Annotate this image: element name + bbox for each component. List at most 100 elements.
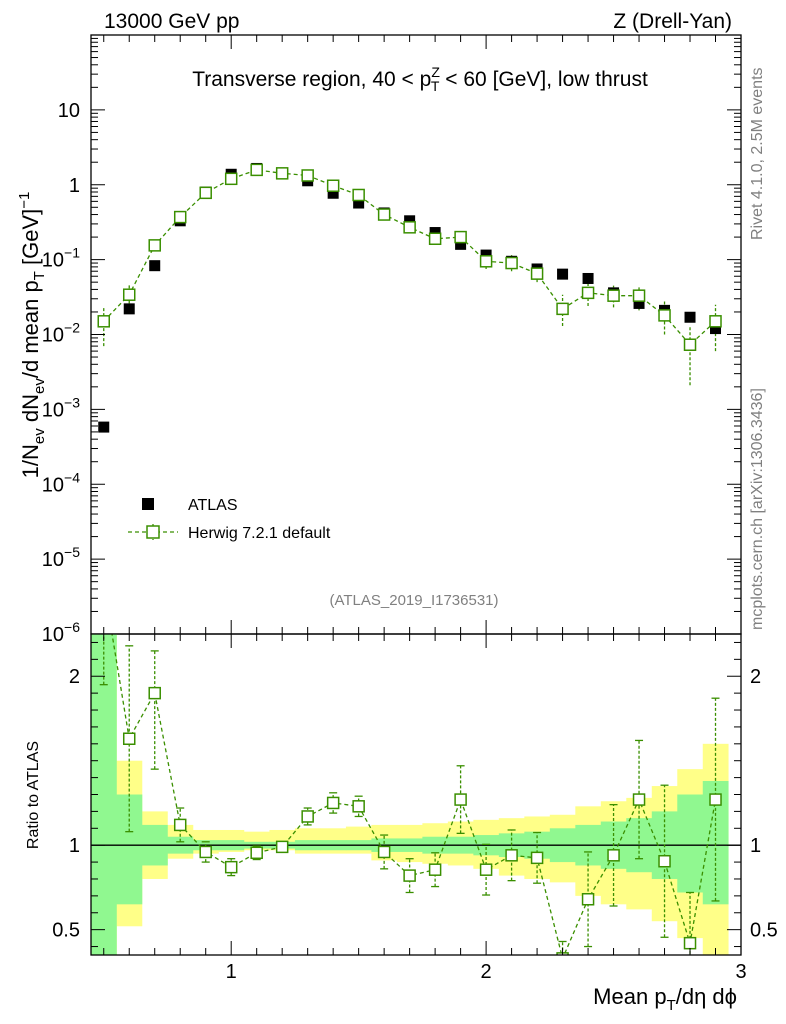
x-axis-title: Mean pT/dη dϕ [593, 984, 737, 1014]
mc-line [103, 169, 716, 346]
atlas-point [684, 311, 696, 323]
mc-point [428, 232, 442, 246]
x-tick-label: 1 [226, 961, 237, 983]
ratio-mc-point [98, 578, 109, 589]
legend-atlas-label: ATLAS [188, 497, 238, 514]
mc-point [250, 163, 263, 177]
mc-point [683, 338, 697, 351]
rivet-label: Rivet 4.1.0, 2.5M events [749, 67, 766, 240]
atlas-point [404, 215, 416, 227]
ratio-mc-point [122, 732, 136, 745]
mc-point [301, 169, 314, 182]
atlas-point [710, 323, 722, 335]
ratio-mc-point [581, 892, 595, 906]
main-frame [90, 34, 742, 635]
ratio-y-tick-label-right: 2 [750, 666, 761, 688]
ratio-y-tick-label: 2 [69, 666, 80, 688]
atlas-point [455, 238, 467, 250]
atlas-point [557, 268, 569, 280]
atlas-point [98, 421, 110, 433]
ratio-mc-point [173, 818, 187, 832]
atlas-point [633, 297, 645, 309]
mc-point [505, 256, 518, 270]
ratio-mc-point [632, 793, 646, 806]
ratio-mc-point [607, 849, 620, 862]
atlas-point [327, 187, 339, 199]
uncertainty-band-inner [677, 794, 704, 893]
mc-point [403, 221, 416, 234]
mc-point [173, 210, 187, 224]
mc-point [224, 172, 238, 186]
uncertainty-band-inner [116, 794, 143, 905]
main-y-tick-label: 10 [58, 100, 80, 122]
ratio-mc-point [454, 793, 467, 806]
ratio-y-tick-label-right: 0.5 [750, 920, 778, 942]
ratio-mc-point [250, 846, 263, 860]
x-tick-label: 3 [735, 961, 746, 983]
main-y-tick-label: 10−1 [42, 245, 80, 272]
ratio-mc-point [377, 845, 391, 859]
atlas-point [123, 303, 135, 315]
ratio-y-axis-title: Ratio to ATLAS [25, 741, 42, 849]
ratio-mc-point [275, 840, 289, 854]
mc-point [122, 288, 136, 301]
mc-point [632, 289, 646, 302]
mc-point [709, 315, 722, 328]
ratio-mc-point [428, 863, 442, 876]
ratio-mc-point [709, 793, 722, 806]
atlas-point [582, 272, 594, 284]
legend-herwig-label: Herwig 7.2.1 default [188, 525, 331, 542]
ratio-y-tick-label: 0.5 [52, 920, 80, 942]
energy-label: 13000 GeV pp [104, 10, 239, 33]
main-y-tick-label: 10−4 [42, 469, 80, 496]
ratio-mc-point [199, 845, 212, 859]
ratio-y-tick-label-right: 1 [750, 835, 761, 857]
mc-point [275, 167, 289, 180]
legend-herwig-marker [146, 525, 160, 539]
ratio-mc-point [479, 863, 493, 876]
mc-point [148, 239, 161, 252]
legend-atlas-marker [142, 498, 154, 510]
ratio-panel: 0.5 0.5 1 1 2 2 1 2 3 Ratio to ATLAS Mean pT/dη … [25, 578, 778, 1014]
main-panel: 10−6 10−5 10−4 10−3 10−2 10−1 1 10 Transverse r… [16, 34, 742, 646]
legend: ATLAS Herwig 7.2.1 default [128, 497, 331, 542]
main-y-tick-label: 10−2 [42, 320, 80, 347]
mc-point [658, 309, 671, 322]
mc-point [377, 208, 391, 221]
analysis-id: (ATLAS_2019_I1736531) [329, 592, 498, 609]
main-y-tick-label: 10−5 [42, 544, 80, 571]
mc-point [581, 286, 595, 300]
main-y-tick-label: 10−6 [42, 619, 80, 646]
ratio-mc-point [683, 936, 697, 950]
ratio-mc-point [505, 849, 518, 862]
atlas-point [353, 197, 365, 209]
mc-point [326, 179, 340, 192]
mc-point [479, 255, 493, 268]
ratio-y-tick-label: 1 [69, 835, 80, 857]
ratio-mc-point [224, 860, 238, 874]
ratio-mc-point [530, 851, 544, 865]
ratio-frame [90, 633, 742, 956]
process-label: Z (Drell-Yan) [613, 10, 732, 33]
ratio-mc-point [352, 800, 365, 813]
ratio-mc-point [658, 854, 671, 868]
ratio-mc-point [326, 796, 340, 810]
mc-point [97, 315, 110, 328]
ratio-mc-point [148, 686, 161, 700]
x-tick-label: 2 [481, 961, 492, 983]
mc-point [607, 289, 620, 302]
main-y-tick-label: 1 [69, 175, 80, 197]
mcplots-label: mcplots.cern.ch [arXiv:1306.3436] [749, 388, 766, 630]
main-y-tick-label: 10−3 [42, 394, 80, 421]
mc-point [199, 186, 212, 200]
mc-point [556, 302, 569, 316]
ratio-mc-point [301, 810, 314, 823]
atlas-point [149, 260, 161, 272]
chart-title: Transverse region, 40 < pZ T < 60 [GeV], … [192, 64, 648, 94]
main-y-axis-title: 1/Nev dNev/d mean pT [GeV]−1 [16, 192, 48, 479]
mc-point [530, 267, 544, 280]
mc-point [352, 188, 365, 202]
mc-point [454, 230, 467, 244]
ratio-mc-point [403, 869, 416, 882]
